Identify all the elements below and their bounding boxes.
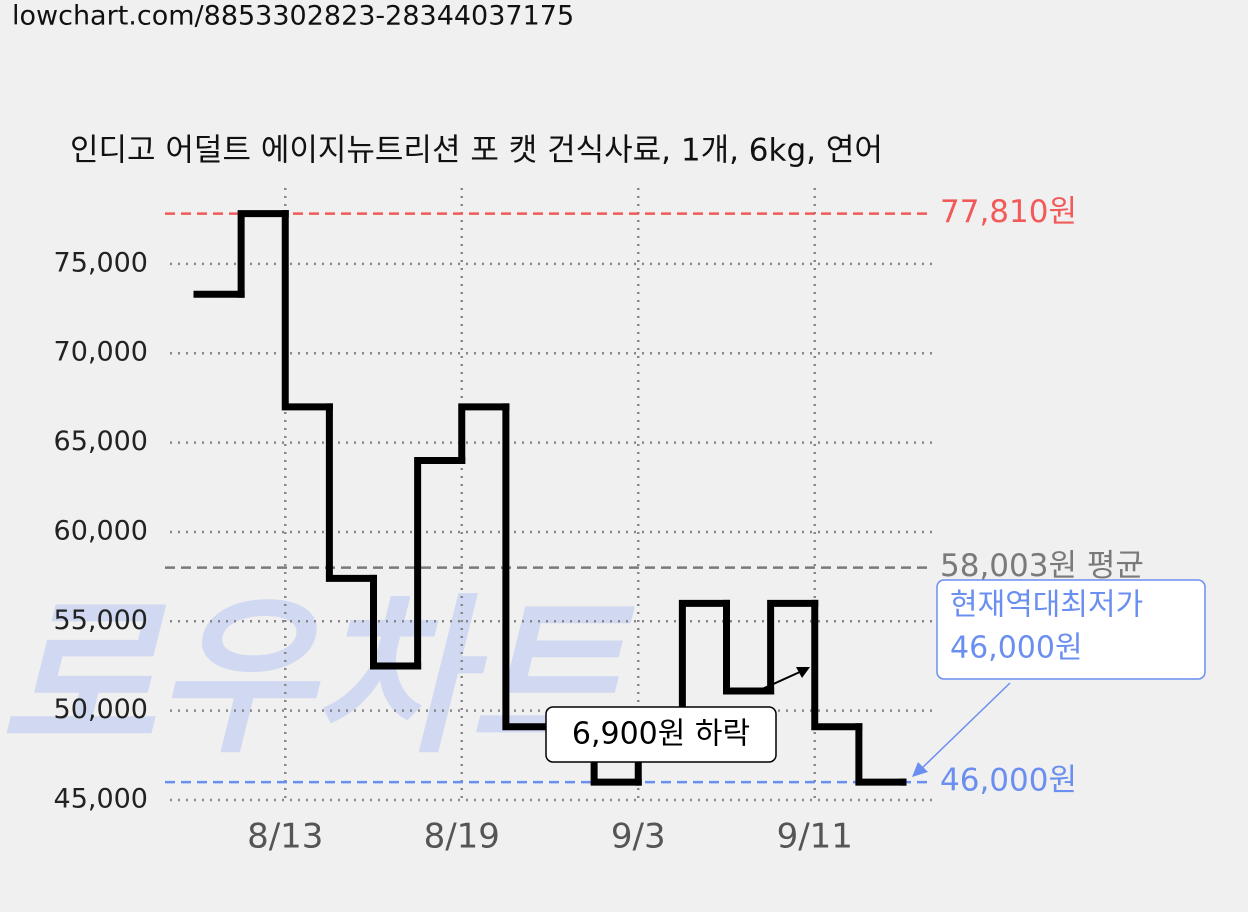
price-step: [855, 723, 907, 786]
annotation-text: 6,900원 하락: [572, 717, 750, 752]
source-url: lowchart.com/8853302823-28344037175: [12, 1, 574, 32]
price-step: [370, 574, 422, 670]
y-tick-label: 55,000: [54, 605, 148, 636]
price-step: [723, 599, 775, 695]
reference-label: 46,000원: [940, 763, 1077, 799]
y-tick-label: 60,000: [54, 515, 148, 546]
price-step: [414, 456, 466, 670]
price-step: [281, 210, 333, 411]
watermark: 로우차트: [0, 579, 635, 777]
y-tick-label: 75,000: [54, 247, 148, 278]
price-step: [767, 599, 819, 695]
y-tick-label: 70,000: [54, 337, 148, 368]
chart-title: 인디고 어덜트 에이지뉴트리션 포 캣 건식사료, 1개, 6kg, 연어: [70, 133, 883, 169]
y-tick-label: 45,000: [54, 784, 148, 815]
annotation-arrow: [759, 670, 803, 691]
annotation-arrow: [919, 682, 1011, 771]
reference-label: 58,003원 평균: [940, 548, 1144, 584]
annotation-text: 46,000원: [950, 631, 1083, 666]
x-tick-label: 9/11: [777, 817, 853, 857]
y-tick-label: 65,000: [54, 426, 148, 457]
price-step: [458, 403, 510, 464]
x-tick-label: 9/3: [611, 817, 666, 857]
x-tick-label: 8/19: [424, 817, 500, 857]
annotation-text: 현재역대최저가: [950, 588, 1143, 623]
x-tick-label: 8/13: [247, 817, 323, 857]
price-step: [237, 210, 289, 298]
arrow-head: [796, 667, 810, 678]
price-step: [502, 403, 554, 731]
price-step: [811, 599, 863, 731]
price-step: [325, 403, 377, 582]
annotation-box: [545, 706, 777, 763]
arrow-head: [912, 762, 928, 777]
reference-label: 77,810원: [940, 194, 1077, 230]
price-step: [678, 599, 730, 731]
y-tick-label: 50,000: [54, 694, 148, 725]
annotation-box: [936, 579, 1206, 680]
